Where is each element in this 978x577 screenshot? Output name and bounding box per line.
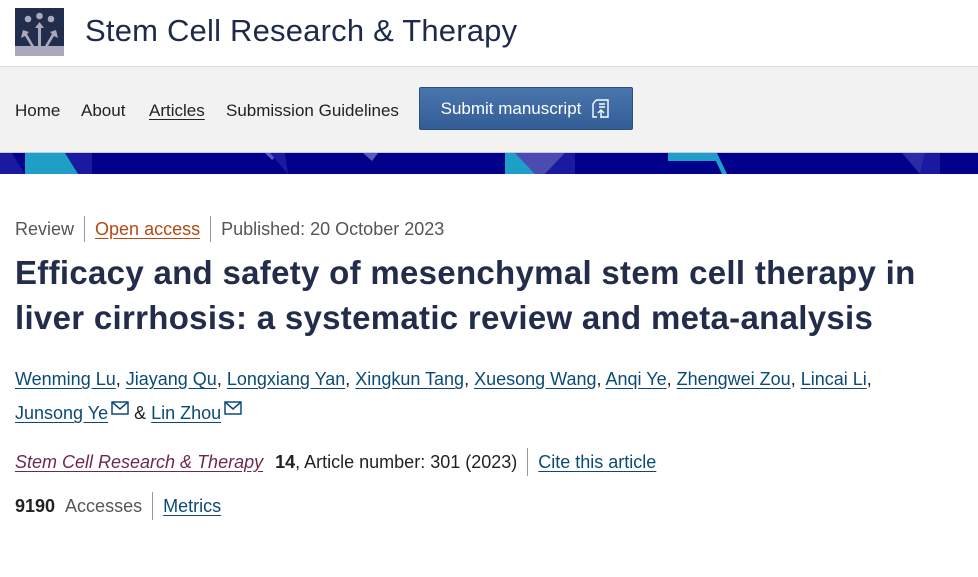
- email-icon[interactable]: [224, 401, 242, 415]
- author-list: Wenming Lu, Jiayang Qu, Longxiang Yan, X…: [15, 369, 872, 423]
- divider: [84, 216, 86, 242]
- author-link[interactable]: Anqi Ye: [605, 369, 667, 389]
- nav-submission-guidelines[interactable]: Submission Guidelines: [226, 101, 399, 120]
- citation-line: Stem Cell Research & Therapy 14 , Articl…: [15, 448, 963, 476]
- accesses-label: Accesses: [65, 495, 143, 516]
- open-access-link[interactable]: Open access: [95, 218, 201, 239]
- published-date: Published: 20 October 2023: [221, 218, 445, 239]
- article-title: Efficacy and safety of mesenchymal stem …: [15, 254, 916, 336]
- author-link[interactable]: Xingkun Tang: [355, 369, 465, 389]
- author-conjunction: &: [134, 403, 147, 423]
- author-link[interactable]: Longxiang Yan: [226, 369, 346, 389]
- divider: [152, 492, 154, 520]
- nav-about[interactable]: About: [81, 101, 126, 120]
- metrics-line: 9190 Accesses Metrics: [15, 492, 963, 520]
- email-icon[interactable]: [111, 401, 129, 415]
- volume: 14: [275, 451, 296, 472]
- divider: [210, 216, 212, 242]
- author-link[interactable]: Xuesong Wang: [474, 369, 597, 389]
- cite-this-article-link[interactable]: Cite this article: [538, 451, 657, 472]
- upload-document-icon: [592, 98, 610, 118]
- journal-link[interactable]: Stem Cell Research & Therapy: [15, 451, 264, 472]
- journal-logo[interactable]: [15, 8, 64, 56]
- article-number: , Article number: 301 (2023): [295, 451, 518, 472]
- author-link[interactable]: Lincai Li: [800, 369, 867, 389]
- main-nav: Home About Articles Submission Guideline…: [0, 67, 978, 152]
- article-header: Review Open access Published: 20 October…: [0, 216, 978, 520]
- nav-articles[interactable]: Articles: [149, 101, 205, 120]
- divider: [527, 448, 529, 476]
- metrics-link[interactable]: Metrics: [163, 495, 222, 516]
- author-link[interactable]: Jiayang Qu: [125, 369, 217, 389]
- author-link[interactable]: Junsong Ye: [15, 403, 109, 423]
- site-title[interactable]: Stem Cell Research & Therapy: [85, 13, 518, 48]
- submit-manuscript-button[interactable]: Submit manuscript: [419, 87, 633, 130]
- nav-home[interactable]: Home: [15, 101, 61, 120]
- author-link[interactable]: Lin Zhou: [151, 403, 222, 423]
- decorative-banner: [0, 152, 978, 174]
- author-link[interactable]: Zhengwei Zou: [676, 369, 791, 389]
- article-type: Review: [15, 218, 75, 239]
- author-link[interactable]: Wenming Lu: [15, 369, 116, 389]
- submit-label: Submit manuscript: [440, 98, 582, 118]
- article-meta: Review Open access Published: 20 October…: [15, 216, 963, 242]
- accesses-count: 9190: [15, 495, 56, 516]
- site-header: Stem Cell Research & Therapy: [0, 0, 978, 67]
